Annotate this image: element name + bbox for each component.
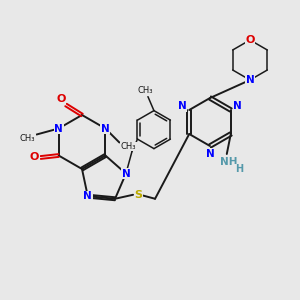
Text: H: H [235,164,243,174]
Text: NH: NH [220,157,238,167]
Text: N: N [83,191,92,201]
Text: N: N [101,124,110,134]
Text: CH₃: CH₃ [20,134,35,143]
Text: N: N [246,75,254,85]
Text: O: O [245,35,255,45]
Text: N: N [178,101,187,111]
Text: N: N [54,124,63,134]
Text: O: O [56,94,66,104]
Text: N: N [206,149,214,159]
Text: N: N [122,169,130,178]
Text: S: S [134,190,142,200]
Text: O: O [30,152,39,163]
Text: CH₃: CH₃ [137,86,153,95]
Text: N: N [233,101,242,111]
Text: CH₃: CH₃ [121,142,136,151]
